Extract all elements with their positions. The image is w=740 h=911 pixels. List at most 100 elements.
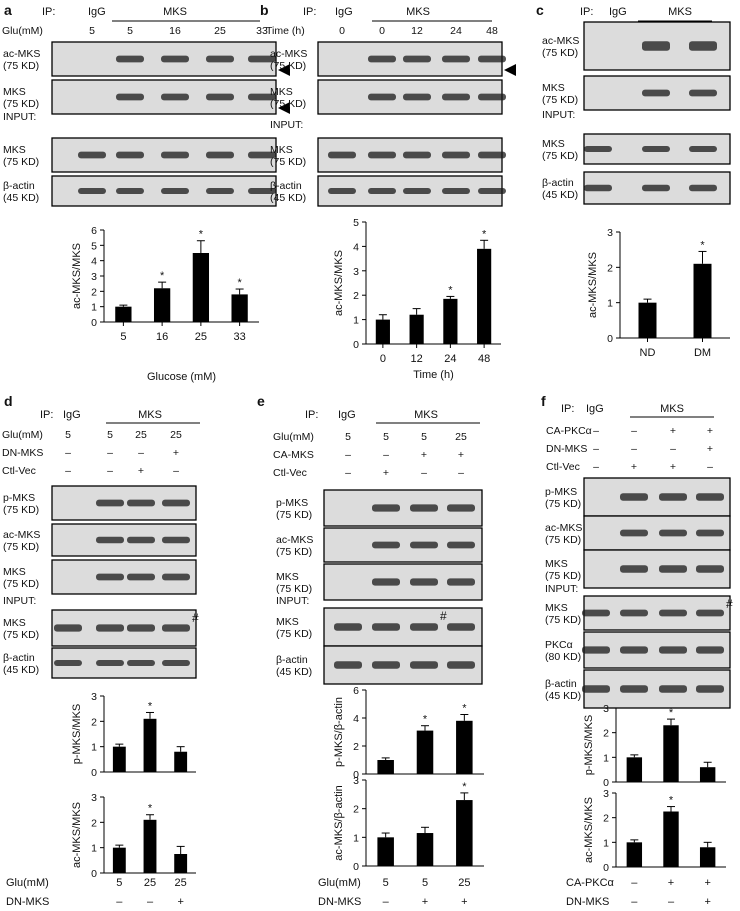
condition-label: Glu(mM) [2,429,43,441]
significance-star: * [199,229,204,241]
bar [663,811,679,867]
blot-b-0 [317,41,516,77]
blot-band [696,565,724,573]
y-tick-label: 2 [91,286,97,298]
row-value: – [631,877,638,889]
blot-label: MKS (75 KD) [545,602,581,626]
bar [416,833,434,866]
bar [377,837,394,866]
group-label: MKS [668,6,692,18]
blot-band [447,578,475,586]
blot-label: β-actin (45 KD) [545,678,581,702]
blot-band [162,536,190,544]
blot-label: β-actin (45 KD) [542,177,578,201]
condition-value: – [593,443,599,455]
blot-band [78,188,106,194]
y-tick-label: 4 [353,713,359,725]
y-tick-label: 0 [91,767,97,779]
row-value: + [461,896,467,908]
blot-band [248,151,276,159]
blot-band [334,623,362,631]
bar [112,746,126,772]
row-value: 25 [144,877,156,889]
bar [112,847,126,873]
blot-a-0 [51,41,290,77]
input-label: INPUT: [545,583,578,595]
bar [626,842,643,867]
blot-band [620,646,648,654]
y-tick-label: 3 [603,788,609,800]
blot-band [368,93,396,101]
ip-label: IP: [580,6,593,18]
blot-band [162,660,190,666]
blot-f-4 [582,631,731,669]
blot-band [54,624,82,632]
y-tick-label: 4 [91,256,97,268]
blot-label: β-actin (45 KD) [276,654,312,678]
blot-band [659,609,687,617]
ip-label: IP: [305,409,318,421]
blot-label: MKS (75 KD) [542,138,578,162]
condition-value: – [138,447,144,459]
blot-c-0 [583,21,731,71]
blot-band [642,41,670,51]
row-label: DN-MKS [566,896,609,908]
x-tick-label: 5 [120,331,126,343]
y-tick-label: 3 [91,271,97,283]
row-value: 5 [422,877,428,889]
condition-value: 5 [383,431,389,443]
significance-star: * [669,707,674,719]
blot-d-1 [51,523,197,557]
y-tick-label: 5 [91,240,97,252]
blot-d-0 [51,485,197,521]
blot-e-2 [323,563,483,601]
blot-band [162,573,190,581]
input-label: INPUT: [542,109,575,121]
condition-value: – [345,449,351,461]
blot-band [447,623,475,631]
blot-band [582,609,610,617]
blot-label: PKCα (80 KD) [545,639,581,663]
blot-band [689,41,717,51]
chart-e2: 0 1 2 3 ac-MKS/β-actin * Glu(mM) 5 5 25 DN-MKS – + + [318,775,484,908]
input-label: INPUT: [3,111,36,123]
blot-b-3 [317,175,506,207]
blot-label: β-actin (45 KD) [270,180,306,204]
x-tick-label: 33 [234,331,246,343]
blot-label: β-actin (45 KD) [3,180,39,204]
row-value: + [668,877,674,889]
condition-value: 5 [345,431,351,443]
blot-band [368,188,396,194]
condition-value: 25 [170,429,182,441]
blot-band [642,146,670,152]
y-tick-label: 1 [607,298,613,310]
blot-band [127,499,155,507]
blot-band [620,565,648,573]
blot-b-1 [317,79,506,115]
blot-label: MKS (75 KD) [276,616,312,640]
condition-value: 5 [107,429,113,441]
y-axis-label: ac-MKS/MKS [71,243,83,309]
blot-label: ac-MKS (75 KD) [545,522,582,546]
blot-label: ac-MKS (75 KD) [542,35,579,59]
row-value: – [383,896,390,908]
control-label: IgG [63,409,81,421]
condition-value: 25 [455,431,467,443]
blot-band [78,151,106,159]
blot-band [582,646,610,654]
bar [626,757,643,782]
blot-band [248,188,276,194]
blot-band [659,529,687,537]
group-label: MKS [163,6,187,18]
condition-value: 25 [135,429,147,441]
chart-f2: 0 1 2 3 ac-MKS/MKS * CA-PKCα – + + DN-MKS – – + [566,788,726,908]
condition-value: – [631,443,637,455]
significance-star: * [423,714,428,726]
blot-band [410,623,438,631]
x-tick-label: 24 [444,353,456,365]
bar [699,767,716,782]
panel-c: cIP:IgGMKSNDNDDMINPUT: [536,2,712,121]
blot-band [372,504,400,512]
